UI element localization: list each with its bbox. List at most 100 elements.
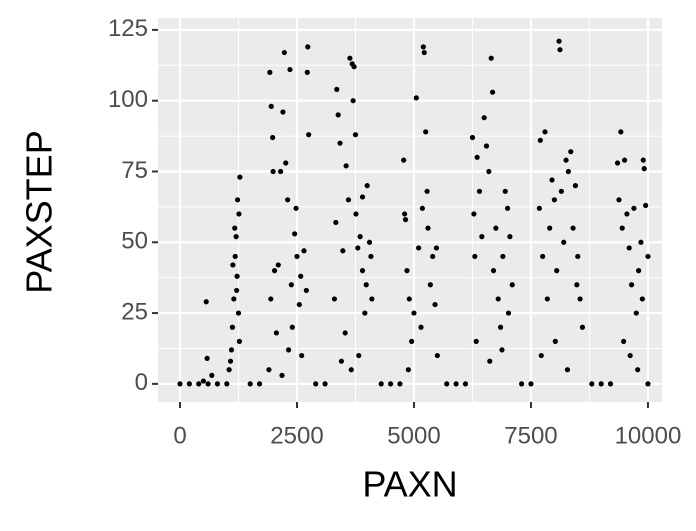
point <box>537 137 543 143</box>
point <box>343 163 349 169</box>
y-tick-label: 25 <box>121 298 148 325</box>
y-tick-label: 0 <box>135 369 148 396</box>
point <box>528 381 534 387</box>
point <box>509 282 515 288</box>
point <box>397 381 403 387</box>
point <box>640 157 646 163</box>
point <box>304 69 310 75</box>
y-axis-title: PAXSTEP <box>19 130 60 293</box>
point <box>483 143 490 149</box>
point <box>351 64 357 70</box>
point <box>338 358 345 364</box>
point <box>419 205 426 211</box>
point <box>355 245 361 251</box>
point <box>232 253 238 260</box>
point <box>628 282 635 288</box>
point <box>366 239 373 245</box>
point <box>234 287 240 294</box>
point <box>387 381 394 387</box>
point <box>285 197 291 203</box>
point <box>430 253 436 260</box>
point <box>476 188 483 194</box>
point <box>536 205 542 211</box>
point <box>287 66 293 73</box>
point <box>643 202 649 209</box>
point <box>270 134 276 141</box>
point <box>283 160 289 166</box>
point <box>369 296 375 302</box>
point <box>645 381 651 387</box>
point <box>507 234 513 240</box>
point <box>293 205 299 211</box>
point <box>406 296 412 302</box>
point <box>487 358 493 364</box>
point <box>631 205 637 211</box>
point <box>416 245 422 251</box>
point <box>363 282 369 288</box>
point <box>337 140 343 146</box>
point <box>353 211 359 217</box>
point <box>433 245 440 251</box>
point <box>497 324 504 330</box>
point <box>378 381 384 387</box>
point <box>549 177 555 183</box>
point <box>347 55 353 61</box>
point <box>204 355 210 361</box>
point <box>268 296 274 302</box>
point <box>280 109 286 115</box>
point <box>292 231 298 237</box>
point <box>547 225 553 231</box>
point <box>364 183 370 189</box>
point <box>285 347 292 353</box>
point <box>423 129 429 135</box>
point <box>268 103 274 109</box>
point <box>214 381 221 387</box>
point <box>275 262 281 268</box>
point <box>313 381 319 387</box>
point <box>413 95 419 101</box>
point <box>489 89 496 95</box>
point <box>561 239 567 245</box>
point <box>418 324 424 330</box>
point <box>356 352 362 359</box>
point <box>232 225 238 231</box>
point <box>359 268 366 274</box>
point <box>565 168 572 175</box>
point <box>570 225 576 231</box>
point <box>505 310 512 316</box>
point <box>256 381 263 387</box>
point <box>554 268 560 274</box>
point <box>420 44 426 50</box>
point <box>519 381 525 387</box>
point <box>641 166 647 172</box>
point <box>296 301 302 308</box>
point <box>247 381 253 387</box>
point <box>236 211 242 217</box>
plot-background <box>158 18 662 402</box>
point <box>618 129 624 135</box>
point <box>619 225 625 231</box>
point <box>462 381 469 387</box>
point <box>504 205 511 211</box>
point <box>362 310 368 316</box>
point <box>474 154 480 160</box>
point <box>230 262 236 268</box>
point <box>635 367 641 373</box>
point <box>186 381 192 387</box>
point <box>557 47 563 53</box>
point <box>589 381 595 387</box>
point <box>556 38 562 44</box>
point <box>444 381 450 387</box>
point <box>348 367 354 373</box>
point <box>639 296 645 302</box>
x-tick-label: 2500 <box>270 422 323 449</box>
point <box>306 132 312 138</box>
y-tick-label: 75 <box>121 157 148 184</box>
point <box>401 157 407 163</box>
point <box>488 55 494 61</box>
point <box>551 197 557 203</box>
point <box>345 197 352 203</box>
point <box>209 372 215 378</box>
point <box>305 44 311 50</box>
x-tick-label: 7500 <box>504 422 557 449</box>
